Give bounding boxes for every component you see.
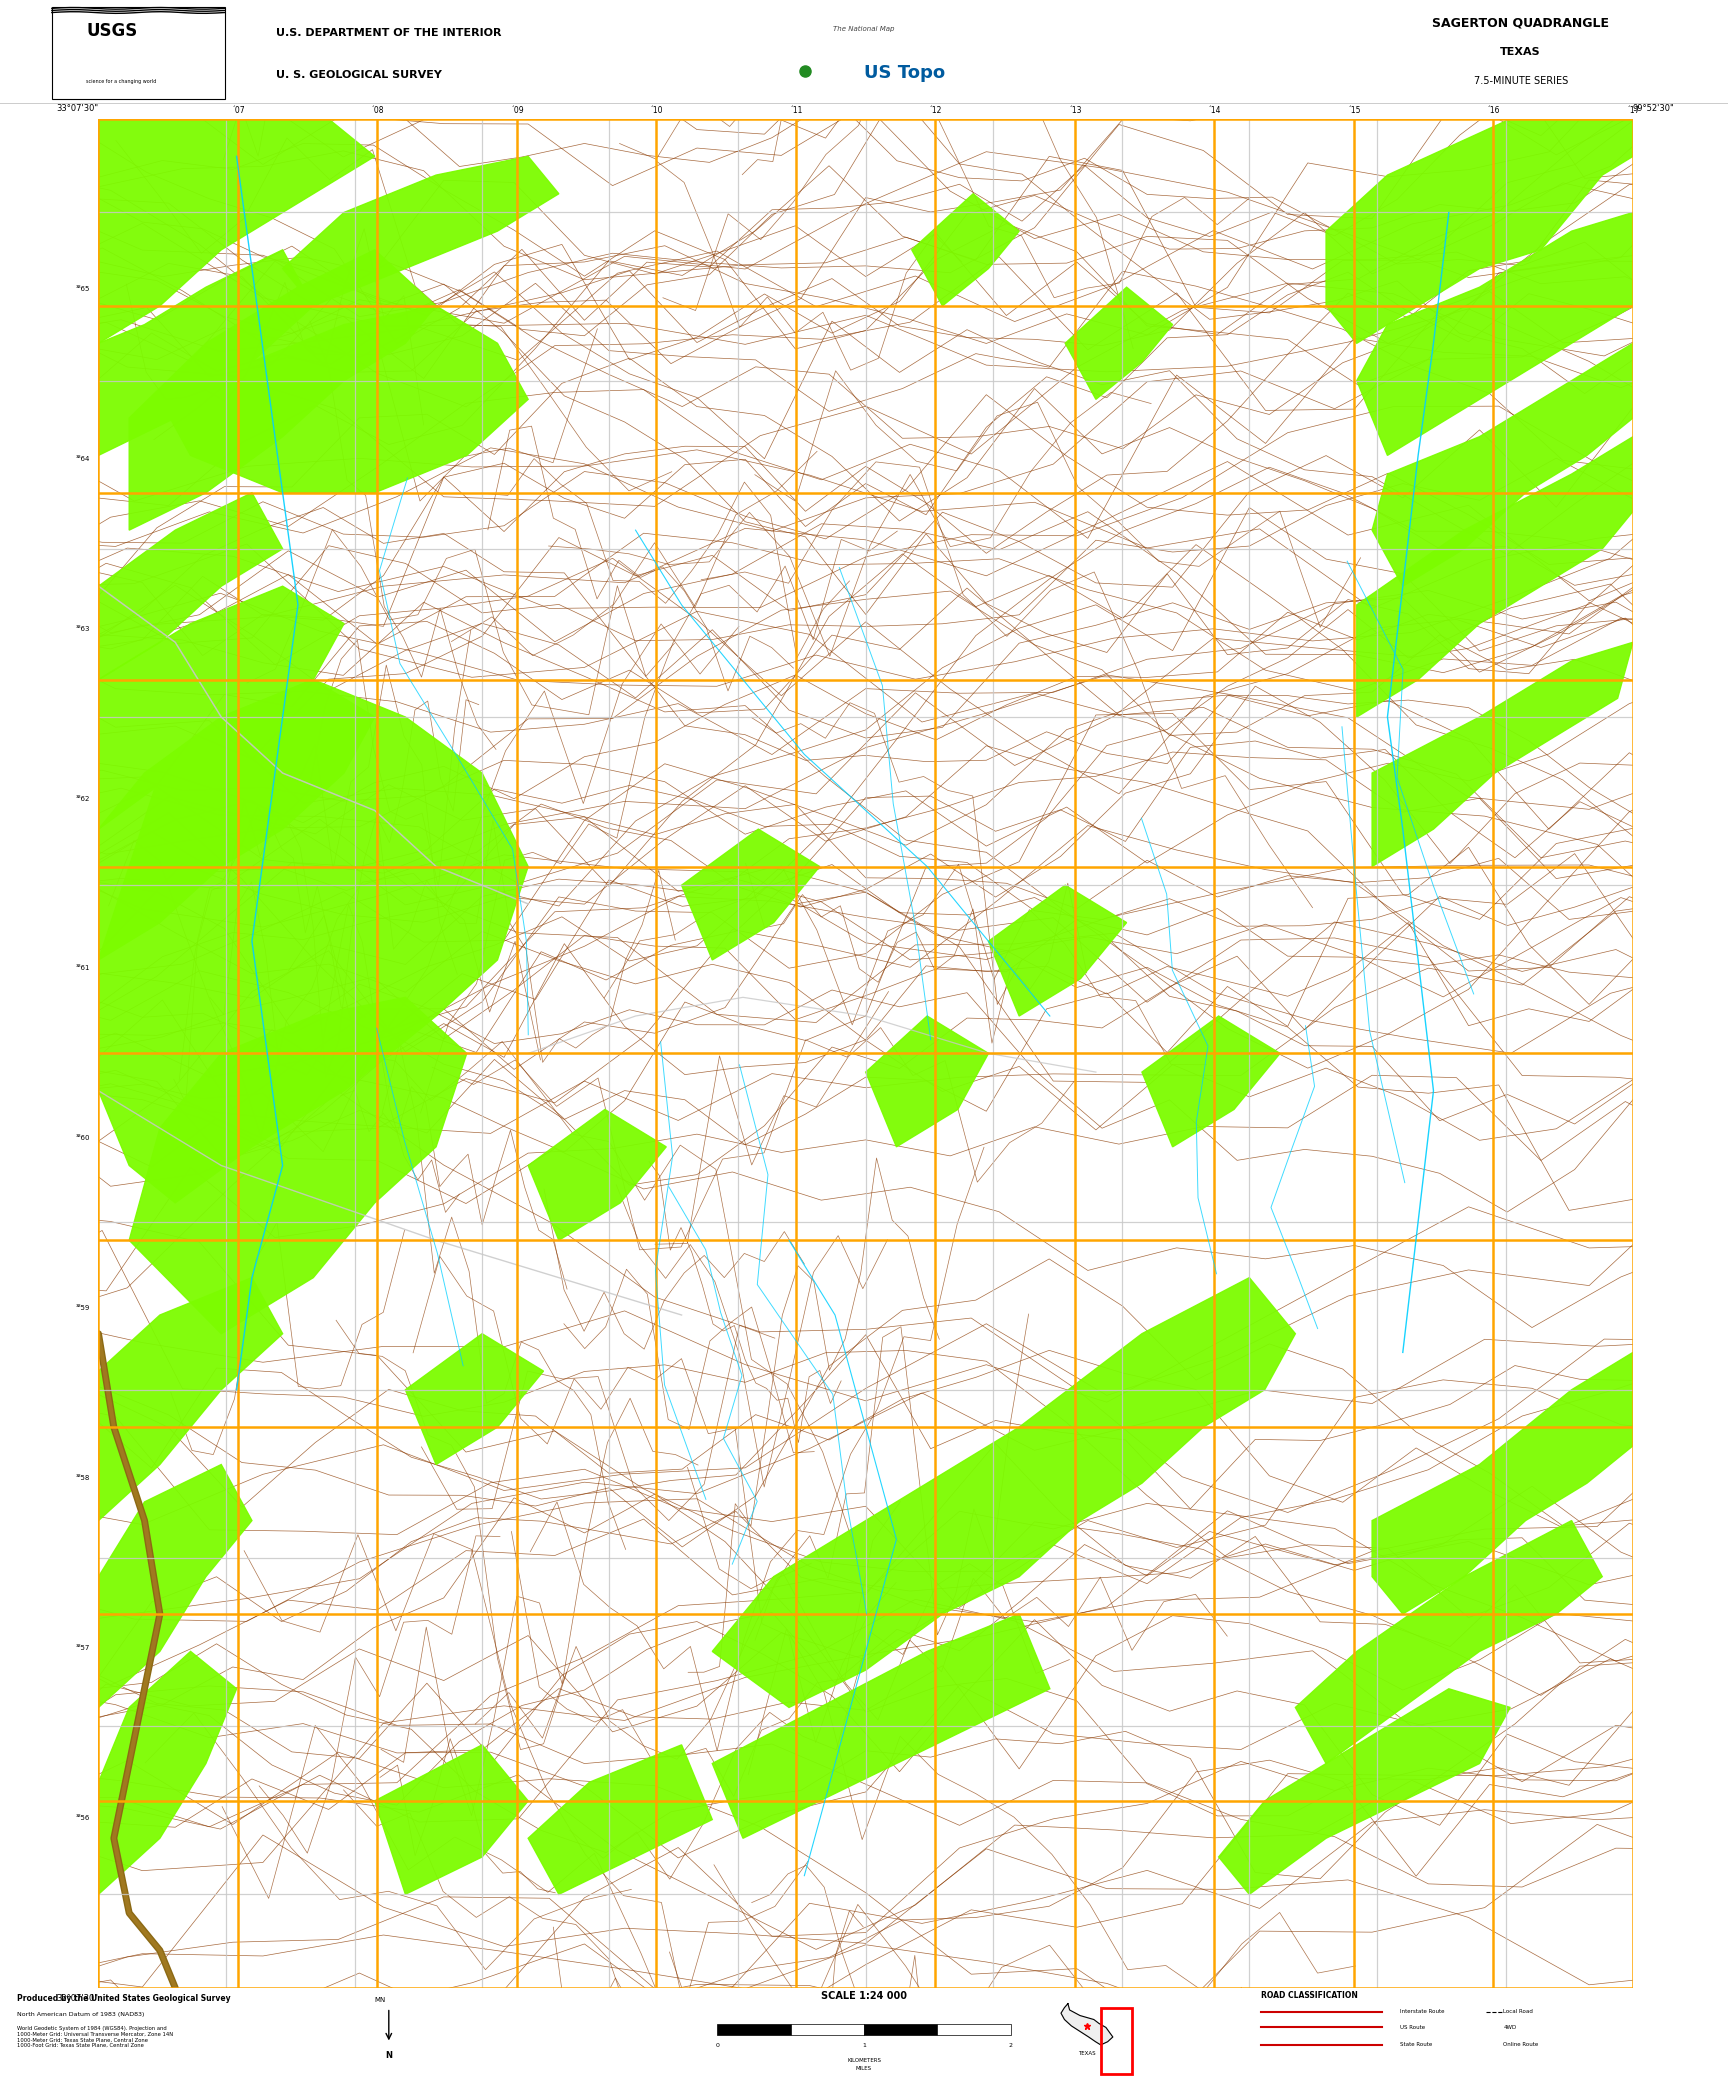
- Text: SAGERTON QUADRANGLE: SAGERTON QUADRANGLE: [1433, 17, 1609, 29]
- Bar: [52, 8, 225, 100]
- Polygon shape: [1372, 1353, 1633, 1614]
- Text: ´17: ´17: [1626, 106, 1640, 115]
- Text: World Geodetic System of 1984 (WGS84). Projection and
1000-Meter Grid: Universal: World Geodetic System of 1984 (WGS84). P…: [17, 2025, 173, 2048]
- Polygon shape: [1064, 288, 1173, 399]
- Text: Interstate Route: Interstate Route: [1400, 2009, 1445, 2015]
- Polygon shape: [1325, 119, 1633, 342]
- Text: ³⁸57: ³⁸57: [76, 1645, 90, 1652]
- Polygon shape: [406, 1334, 544, 1464]
- Text: 99°52'30": 99°52'30": [1633, 104, 1674, 113]
- Text: ³⁸65: ³⁸65: [76, 286, 90, 292]
- Polygon shape: [681, 829, 819, 960]
- Text: US Topo: US Topo: [864, 65, 945, 81]
- Polygon shape: [98, 119, 375, 342]
- Polygon shape: [161, 305, 529, 493]
- Polygon shape: [529, 1746, 712, 1894]
- Text: ´11: ´11: [790, 106, 804, 115]
- Polygon shape: [712, 1614, 1051, 1837]
- Polygon shape: [98, 681, 375, 960]
- Bar: [717, 2023, 790, 2036]
- Text: ³⁸60: ³⁸60: [76, 1136, 90, 1142]
- Text: ´14: ´14: [1208, 106, 1222, 115]
- Text: 1: 1: [862, 2044, 866, 2048]
- Polygon shape: [98, 493, 283, 681]
- Text: 4WD: 4WD: [1503, 2025, 1517, 2030]
- Text: North American Datum of 1983 (NAD83): North American Datum of 1983 (NAD83): [17, 2011, 145, 2017]
- Text: ´13: ´13: [1068, 106, 1082, 115]
- Text: MN: MN: [375, 1998, 385, 2002]
- Polygon shape: [866, 1017, 988, 1146]
- Text: ³⁸64: ³⁸64: [76, 455, 90, 461]
- Polygon shape: [98, 1278, 283, 1520]
- Text: MILES: MILES: [855, 2065, 873, 2071]
- Text: ³⁸62: ³⁸62: [76, 796, 90, 802]
- Text: ´08: ´08: [372, 106, 384, 115]
- Text: ´07: ´07: [232, 106, 245, 115]
- Polygon shape: [1356, 436, 1633, 716]
- Polygon shape: [1372, 643, 1633, 867]
- Text: 33°07'30": 33°07'30": [57, 104, 98, 113]
- Polygon shape: [98, 587, 344, 829]
- Text: U. S. GEOLOGICAL SURVEY: U. S. GEOLOGICAL SURVEY: [276, 71, 442, 79]
- Text: The National Map: The National Map: [833, 27, 895, 31]
- Polygon shape: [529, 1109, 667, 1240]
- Text: USGS: USGS: [86, 23, 138, 40]
- Text: Local Road: Local Road: [1503, 2009, 1533, 2015]
- Text: Online Route: Online Route: [1503, 2042, 1538, 2048]
- Text: ´16: ´16: [1486, 106, 1500, 115]
- Text: ³⁸59: ³⁸59: [76, 1305, 90, 1311]
- Text: KILOMETERS: KILOMETERS: [847, 2057, 881, 2063]
- Bar: [937, 2023, 1011, 2036]
- Polygon shape: [912, 194, 1020, 305]
- Polygon shape: [1142, 1017, 1280, 1146]
- Polygon shape: [98, 681, 529, 1203]
- Text: N: N: [385, 2050, 392, 2059]
- Text: ´10: ´10: [650, 106, 664, 115]
- Bar: [864, 2023, 937, 2036]
- Text: 32°07'30": 32°07'30": [57, 1994, 98, 2002]
- Polygon shape: [375, 1746, 529, 1894]
- Polygon shape: [1356, 213, 1633, 455]
- Text: 7.5-MINUTE SERIES: 7.5-MINUTE SERIES: [1474, 77, 1567, 86]
- Polygon shape: [1296, 1520, 1602, 1764]
- Polygon shape: [130, 251, 435, 530]
- Polygon shape: [1218, 1689, 1510, 1894]
- Bar: [790, 2023, 864, 2036]
- Text: ´12: ´12: [928, 106, 942, 115]
- Polygon shape: [130, 998, 467, 1334]
- Text: science for a changing world: science for a changing world: [86, 79, 157, 84]
- Text: TEXAS: TEXAS: [1500, 48, 1541, 56]
- Text: ³⁸56: ³⁸56: [76, 1814, 90, 1821]
- Text: US Route: US Route: [1400, 2025, 1426, 2030]
- Text: State Route: State Route: [1400, 2042, 1433, 2048]
- Polygon shape: [98, 1464, 252, 1708]
- Text: ³⁸58: ³⁸58: [76, 1474, 90, 1480]
- Polygon shape: [712, 1278, 1296, 1708]
- Text: TEXAS: TEXAS: [1078, 2050, 1096, 2057]
- Text: U.S. DEPARTMENT OF THE INTERIOR: U.S. DEPARTMENT OF THE INTERIOR: [276, 29, 501, 38]
- Text: 2: 2: [1009, 2044, 1013, 2048]
- Polygon shape: [1061, 2004, 1113, 2044]
- Text: SCALE 1:24 000: SCALE 1:24 000: [821, 1992, 907, 2000]
- Bar: [1101, 2009, 1132, 2073]
- Text: ´15: ´15: [1348, 106, 1360, 115]
- Text: ³⁸63: ³⁸63: [76, 626, 90, 633]
- Polygon shape: [1372, 342, 1633, 587]
- Text: ´09: ´09: [510, 106, 524, 115]
- Text: ³⁸61: ³⁸61: [76, 965, 90, 971]
- Polygon shape: [988, 885, 1127, 1017]
- Text: 0: 0: [715, 2044, 719, 2048]
- Polygon shape: [283, 157, 558, 305]
- Polygon shape: [98, 251, 313, 455]
- Text: Produced by the United States Geological Survey: Produced by the United States Geological…: [17, 1994, 232, 2002]
- Text: ROAD CLASSIFICATION: ROAD CLASSIFICATION: [1261, 1992, 1358, 2000]
- Polygon shape: [98, 1652, 237, 1894]
